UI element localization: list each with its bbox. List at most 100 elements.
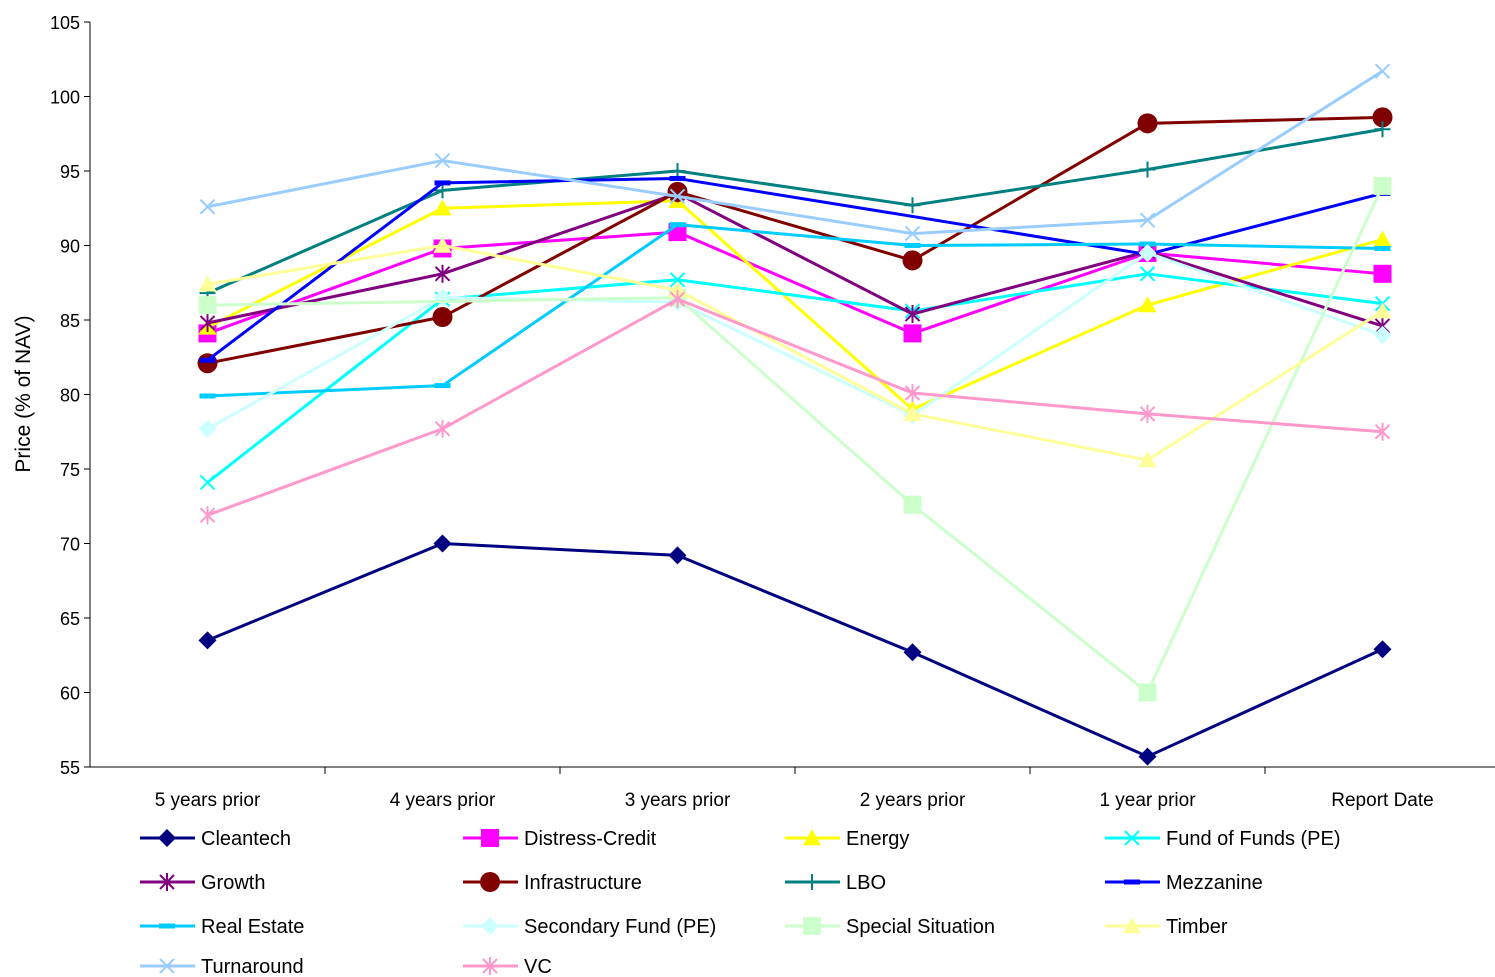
data-point-growth <box>434 264 451 283</box>
data-point-lbo <box>1139 161 1156 178</box>
legend-item-infrastructure: Infrastructure <box>463 872 642 894</box>
legend-swatch-marker <box>480 872 500 892</box>
data-point-infrastructure <box>1137 113 1158 134</box>
data-point-real-estate <box>199 393 216 399</box>
series-line-vc <box>206 297 1383 517</box>
data-point-turnaround <box>434 152 451 169</box>
legend-item-growth: Growth <box>140 872 265 894</box>
data-point-turnaround <box>904 225 921 242</box>
data-point-vc <box>669 290 686 309</box>
y-tick-label: 70 <box>60 535 80 555</box>
y-tick-label: 80 <box>60 386 80 406</box>
data-point-turnaround <box>199 199 216 215</box>
series-line-infrastructure <box>207 115 1383 365</box>
legend-label: Mezzanine <box>1166 872 1263 894</box>
y-tick-label: 100 <box>50 88 80 108</box>
y-tick-label: 55 <box>60 758 80 778</box>
series-line-cleantech <box>206 542 1384 759</box>
legend-label: Special Situation <box>846 916 995 938</box>
x-tick-label: Report Date <box>1331 790 1433 811</box>
series-line-fund-of-funds-pe <box>206 272 1383 484</box>
legend-label: Energy <box>846 828 909 850</box>
legend-item-vc: VC <box>463 956 552 977</box>
data-point-vc <box>1374 422 1391 441</box>
data-point-special-situation <box>1373 176 1392 195</box>
data-point-growth <box>904 305 921 324</box>
data-point-cleantech <box>1373 640 1392 659</box>
legend-item-distress-credit: Distress-Credit <box>463 828 657 850</box>
series-line-special-situation <box>207 185 1384 694</box>
data-point-energy <box>1138 296 1157 313</box>
legend-label: Turnaround <box>201 956 304 977</box>
series-real-estate <box>199 222 1391 399</box>
y-tick-label: 60 <box>60 684 80 704</box>
legend-swatch-marker <box>1124 830 1140 846</box>
data-point-growth <box>199 313 216 332</box>
legend-label: LBO <box>846 872 886 894</box>
data-point-lbo <box>1374 121 1391 138</box>
data-point-turnaround <box>1374 63 1391 79</box>
data-point-special-situation <box>1138 683 1157 702</box>
series-cleantech <box>198 534 1392 766</box>
data-point-real-estate <box>434 383 451 389</box>
x-ticks: 5 years prior 4 years prior 3 years prior 2… <box>155 767 1434 811</box>
legend-item-cleantech: Cleantech <box>140 828 291 850</box>
legend-label: Cleantech <box>201 828 291 850</box>
legend-swatch-marker <box>159 958 175 974</box>
y-axis-label: Price (% of NAV) <box>12 315 35 472</box>
legend-swatch-marker <box>1124 879 1140 885</box>
series-infrastructure <box>197 107 1393 374</box>
data-point-special-situation <box>903 495 922 514</box>
x-tick-label: 5 years prior <box>155 790 261 811</box>
series-line-growth <box>207 191 1383 328</box>
y-tick-label: 75 <box>60 460 80 480</box>
data-point-fund-of-funds-pe <box>199 474 216 491</box>
legend-item-turnaround: Turnaround <box>140 956 304 977</box>
data-point-cleantech <box>1138 747 1157 766</box>
legend-label: Real Estate <box>201 916 304 938</box>
series-timber <box>198 236 1392 468</box>
data-point-secondary-fund-pe <box>198 419 217 438</box>
legend-swatch-marker <box>482 957 498 975</box>
data-point-vc <box>434 419 451 438</box>
legend-item-energy: Energy <box>785 828 909 850</box>
legend-swatch-marker <box>803 829 821 846</box>
data-point-real-estate <box>669 222 686 228</box>
data-point-timber <box>903 404 922 422</box>
series-lbo <box>199 121 1391 302</box>
data-point-fund-of-funds-pe <box>1139 266 1156 282</box>
legend-item-mezzanine: Mezzanine <box>1105 872 1263 894</box>
data-point-mezzanine <box>669 175 686 181</box>
y-tick-label: 105 <box>50 13 80 33</box>
data-point-lbo <box>904 197 921 214</box>
data-point-distress-credit <box>903 324 922 343</box>
legend: Cleantech Distress-Credit Energy Fund of Fu… <box>140 828 1341 977</box>
legend-label: Growth <box>201 872 265 894</box>
legend-label: Distress-Credit <box>524 828 657 850</box>
y-ticks: 55 60 65 70 75 80 85 90 95 100 105 <box>50 13 90 778</box>
legend-item-timber: Timber <box>1105 916 1228 938</box>
data-point-secondary-fund-pe <box>1373 325 1392 344</box>
y-tick-label: 85 <box>60 311 80 331</box>
series-line-energy <box>206 199 1383 411</box>
legend-swatch-marker <box>804 874 820 890</box>
data-point-fund-of-funds-pe <box>669 272 686 288</box>
data-point-vc <box>199 506 216 525</box>
legend-label: Fund of Funds (PE) <box>1166 828 1341 850</box>
legend-label: Secondary Fund (PE) <box>524 916 716 938</box>
data-point-timber <box>1373 302 1392 319</box>
legend-swatch-marker <box>481 829 499 847</box>
data-point-vc <box>1139 404 1156 423</box>
legend-label: Timber <box>1166 916 1228 938</box>
data-point-real-estate <box>1374 245 1391 251</box>
data-point-turnaround <box>1139 212 1156 228</box>
legend-item-lbo: LBO <box>785 872 886 894</box>
series-line-distress-credit <box>206 230 1383 335</box>
data-point-infrastructure <box>432 307 453 328</box>
data-point-infrastructure <box>1372 107 1393 128</box>
data-point-timber <box>198 275 217 292</box>
data-point-timber <box>433 236 452 253</box>
data-point-energy <box>433 199 452 216</box>
legend-swatch-marker <box>481 917 499 935</box>
